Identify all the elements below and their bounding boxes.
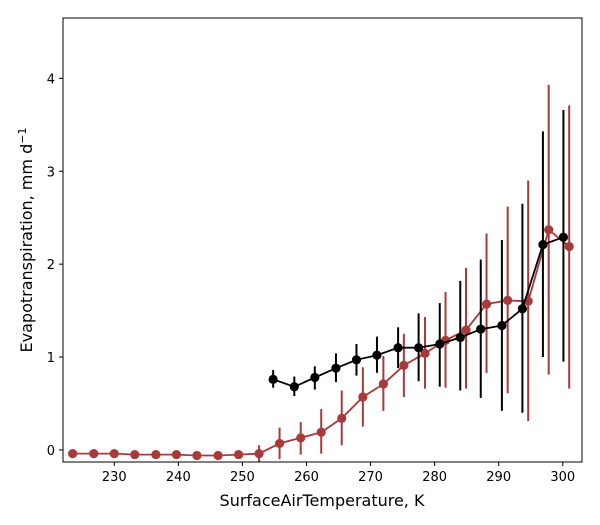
data-point: [358, 392, 368, 402]
data-point: [337, 413, 347, 423]
x-tick-label: 300: [550, 470, 575, 485]
x-tick-label: 290: [486, 470, 511, 485]
y-tick-label: 4: [47, 72, 55, 87]
data-point: [89, 449, 99, 459]
y-tick-label: 3: [47, 165, 55, 180]
data-point: [455, 332, 465, 343]
data-point: [544, 225, 554, 235]
data-point: [378, 379, 388, 389]
data-point: [351, 355, 362, 365]
data-point: [497, 320, 507, 331]
x-tick-label: 280: [422, 470, 447, 485]
series-2: [268, 109, 569, 413]
data-point: [393, 343, 403, 353]
x-tick-label: 270: [358, 470, 383, 485]
data-point: [109, 449, 119, 459]
y-axis-ticks: 0 1 2 3 4: [47, 72, 63, 459]
data-point: [517, 304, 528, 314]
data-point: [130, 449, 140, 460]
data-point: [435, 339, 445, 349]
data-point: [192, 450, 202, 461]
data-point: [481, 299, 492, 309]
data-point: [414, 343, 424, 353]
x-tick-label: 240: [166, 470, 191, 485]
x-tick-label: 260: [294, 470, 319, 485]
data-point: [538, 240, 548, 250]
series-layer: [68, 84, 574, 462]
data-point: [68, 449, 78, 459]
data-point: [461, 325, 471, 335]
data-point: [296, 433, 306, 443]
data-point: [289, 382, 299, 392]
x-axis-label: SurfaceAirTemperature, K: [220, 491, 425, 510]
data-point: [268, 374, 278, 384]
series-1: [68, 84, 574, 462]
data-point: [420, 348, 430, 358]
data-point: [331, 363, 341, 373]
plot-frame: [62, 17, 583, 463]
y-tick-label: 2: [47, 258, 55, 273]
y-axis-label: Evapotranspiration, mm d−1: [16, 128, 36, 353]
data-point: [151, 449, 161, 460]
data-point: [558, 232, 569, 242]
data-point: [399, 360, 409, 370]
data-point: [476, 324, 486, 334]
data-point: [213, 450, 223, 461]
y-tick-label: 0: [47, 444, 55, 459]
data-point: [233, 449, 244, 460]
data-point: [372, 350, 382, 360]
data-point: [171, 449, 182, 460]
data-point: [310, 372, 320, 383]
x-tick-label: 230: [102, 470, 127, 485]
data-point: [254, 449, 264, 459]
x-axis-ticks: 230 240 250 260 270 280 290 300: [102, 462, 575, 485]
data-point: [503, 295, 513, 305]
y-axis-label-text: Evapotranspiration, mm d: [17, 144, 36, 353]
data-point: [564, 241, 574, 252]
x-tick-label: 250: [230, 470, 255, 485]
y-tick-label: 1: [47, 351, 55, 366]
data-point: [316, 427, 326, 437]
data-point: [274, 438, 285, 449]
y-axis-label-superscript: −1: [16, 128, 29, 144]
